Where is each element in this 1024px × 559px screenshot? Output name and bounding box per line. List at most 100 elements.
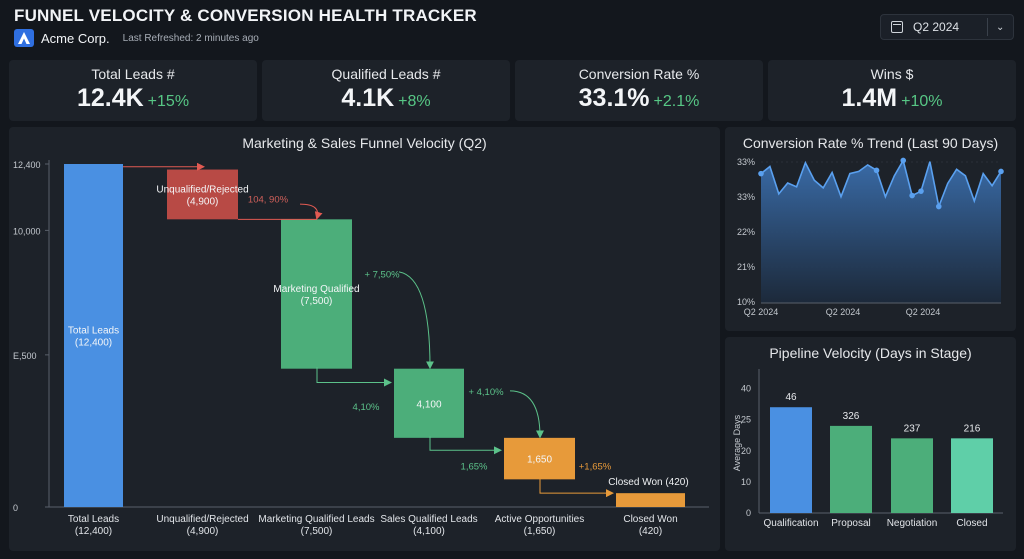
funnel-bar (616, 493, 685, 507)
trend-point (900, 157, 907, 164)
velocity-bar (951, 438, 993, 513)
x-tick-label: Active Opportunities (1,650) (495, 514, 585, 537)
trend-point (758, 170, 764, 177)
funnel-bar (281, 219, 352, 369)
kpi-delta: +10% (901, 93, 943, 110)
velocity-chart: 40 25 20 10 0 Average Days 46 Qualification 326 P… (732, 369, 1003, 529)
chevron-down-icon: ⌄ (996, 21, 1005, 33)
y-tick-label: 22% (737, 227, 755, 237)
funnel-bar (167, 169, 238, 220)
velocity-bar (891, 438, 933, 513)
kpi-value: 4.1K (341, 84, 395, 112)
trend-point (918, 188, 924, 194)
kpi-label: Conversion Rate % (578, 66, 700, 82)
kpi-label: Total Leads # (91, 66, 175, 82)
funnel-chart: 12,400 10,000 E,500 0 Total Leads (12,400) Unq… (13, 160, 709, 537)
conversion-annotation: +1,65% (579, 462, 612, 473)
trend-line (760, 158, 1002, 210)
x-tick-label: Closed Won (420) (623, 514, 677, 537)
y-tick-label: 33% (737, 192, 755, 202)
velocity-bar (830, 425, 872, 513)
kpi-delta: +2.1% (653, 93, 700, 110)
header: FUNNEL VELOCITY & CONVERSION HEALTH TRAC… (14, 6, 1014, 52)
y-axis-label: Average Days (732, 414, 742, 471)
y-tick-label: 10 (741, 477, 751, 487)
trend-area (761, 160, 1001, 303)
calendar-icon (891, 21, 903, 33)
y-tick-label: E,500 (13, 351, 37, 361)
x-tick-label: Total Leads (12,400) (68, 514, 119, 537)
kpi-label: Qualified Leads # (331, 66, 441, 82)
x-tick-label: Marketing Qualified Leads (7,500) (258, 514, 374, 537)
kpi-card-total-leads: Total Leads # 12.4K +15% (9, 60, 257, 121)
kpi-label: Wins $ (870, 66, 914, 82)
dashboard-title: FUNNEL VELOCITY & CONVERSION HEALTH TRAC… (14, 6, 477, 25)
conversion-annotation: + 7,50% (364, 269, 400, 280)
kpi-card-qualified-leads: Qualified Leads # 4.1K +8% (262, 60, 510, 121)
y-tick-label: 10,000 (13, 226, 41, 236)
x-tick-label: Q2 2024 (826, 307, 861, 317)
trend-panel: Conversion Rate % Trend (Last 90 Days) 3… (725, 127, 1016, 331)
y-tick-label: 33% (737, 157, 755, 167)
y-tick-label: 40 (741, 384, 751, 394)
kpi-card-wins: Wins $ 1.4M +10% (768, 60, 1016, 121)
funnel-chart-title: Marketing & Sales Funnel Velocity (Q2) (242, 135, 487, 151)
kpi-value: 1.4M (841, 84, 898, 112)
trend-point (935, 203, 942, 210)
flow-arrow (299, 203, 323, 220)
kpi-value: 33.1% (578, 84, 650, 112)
bar-value-label: Closed Won (420) (608, 477, 688, 488)
x-tick-label: Unqualified/Rejected (4,900) (156, 514, 248, 537)
y-tick-label: 0 (746, 508, 751, 518)
brand: Acme Corp. Last Refreshed: 2 minutes ago (14, 29, 259, 47)
funnel-bar (504, 437, 575, 480)
company-name: Acme Corp. (41, 30, 110, 46)
trend-chart-title: Conversion Rate % Trend (Last 90 Days) (742, 135, 999, 151)
x-tick-label: Closed (956, 518, 987, 529)
period-selector[interactable]: Q2 2024 ⌄ (880, 14, 1014, 40)
velocity-panel: Pipeline Velocity (Days in Stage) 40 25 20… (725, 337, 1016, 551)
y-tick-label: 0 (13, 503, 18, 513)
conversion-annotation: 4,10% (353, 402, 380, 413)
conversion-annotation: 1,65% (461, 462, 488, 473)
company-logo-icon (14, 29, 34, 47)
funnel-panel: Marketing & Sales Funnel Velocity (Q2) 1… (9, 127, 720, 551)
flow-arrow (316, 367, 392, 387)
kpi-delta: +8% (398, 93, 431, 110)
bar-value-label: 46 (785, 392, 797, 403)
bar-value-label: 326 (843, 411, 860, 422)
last-refreshed: Last Refreshed: 2 minutes ago (122, 32, 259, 44)
bar-value-label: Marketing Qualified (7,500) (273, 284, 359, 307)
velocity-chart-title: Pipeline Velocity (Days in Stage) (769, 345, 972, 361)
kpi-value: 12.4K (76, 84, 144, 112)
bar-value-label: 4,100 (416, 399, 441, 410)
bar-value-label: Total Leads (12,400) (68, 326, 119, 349)
flow-arrow (398, 271, 434, 370)
kpi-delta: +15% (147, 93, 190, 110)
period-label: Q2 2024 (913, 20, 960, 34)
flow-arrow (429, 436, 502, 455)
flow-arrow (539, 477, 614, 498)
bar-value-label: 1,650 (527, 455, 552, 466)
conversion-annotation: + 4,10% (468, 387, 504, 398)
x-tick-label: Proposal (831, 518, 870, 529)
funnel-bar (394, 368, 464, 438)
conversion-annotation: 104, 90% (248, 195, 289, 206)
trend-point (873, 167, 880, 174)
y-tick-label: 20 (741, 446, 751, 456)
y-tick-label: 21% (737, 262, 755, 272)
trend-point (998, 168, 1004, 175)
bar-value-label: 216 (964, 423, 981, 434)
x-tick-label: Qualification (763, 518, 818, 529)
y-tick-label: 10% (737, 297, 755, 307)
trend-point (909, 192, 915, 199)
y-tick-label: 25 (741, 415, 751, 425)
bar-value-label: Unqualified/Rejected (4,900) (156, 184, 248, 207)
x-tick-label: Negotiation (887, 518, 938, 529)
divider (987, 18, 989, 36)
x-tick-label: Q2 2024 (744, 307, 779, 317)
trend-chart: 33%33%22%21%10%Q2 2024 Q2 2024 Q2 2024 (737, 157, 1004, 317)
kpi-card-conversion-rate: Conversion Rate % 33.1% +2.1% (515, 60, 763, 121)
x-tick-label: Sales Qualified Leads (4,100) (380, 514, 477, 537)
x-tick-label: Q2 2024 (906, 307, 941, 317)
